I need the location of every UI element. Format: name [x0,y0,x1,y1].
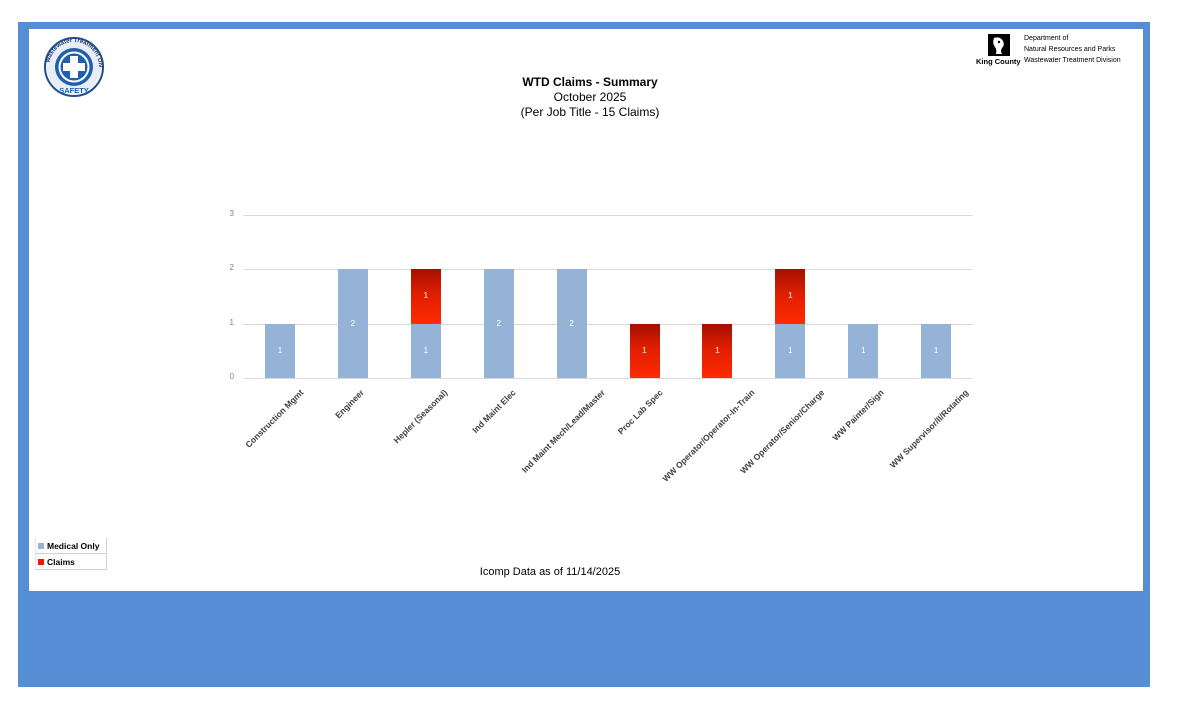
safety-cross-icon: Wastewater Treatment Division SAFETY [38,32,104,97]
bar-medical-only[interactable]: 1 [848,323,879,378]
dept-line-1: Department of [1024,35,1069,42]
bar-value-label: 2 [496,318,501,328]
bar-value-label: 2 [569,318,574,328]
safety-logo: Wastewater Treatment Division SAFETY [38,32,108,98]
bar-value-label: 1 [860,345,866,355]
legend-swatch-medical-only [38,542,44,549]
chart-subtitle: October 2025 [553,90,627,104]
bar-claims[interactable]: 1 [629,323,660,378]
gridline [243,214,973,216]
y-axis-tick-label: 0 [229,372,234,381]
data-as-of-note: Icomp Data as of 11/14/2025 [479,566,621,578]
king-county-name: King County [976,57,1021,66]
y-axis-tick-label: 3 [229,208,234,218]
dept-line-3: Wastewater Treatment Division [1024,57,1121,64]
bar-value-label: 1 [642,345,647,355]
gridline [243,378,973,379]
bar-medical-only[interactable]: 1 [265,323,295,378]
bar-medical-only[interactable]: 1 [410,323,441,378]
bar-value-label: 1 [423,345,429,355]
bar-claims[interactable]: 1 [410,269,441,324]
bar-value-label: 1 [933,345,939,355]
chart-title: WTD Claims - Summary [522,75,658,89]
legend-item-medical-only: Medical Only [36,538,106,554]
legend-label: Medical Only [47,540,100,551]
bar-medical-only[interactable]: 2 [337,269,368,378]
bar-medical-only[interactable]: 1 [921,323,952,378]
gridline [243,269,973,271]
chart-title-block: WTD Claims - Summary October 2025 (Per J… [440,75,740,120]
bar-medical-only[interactable]: 1 [775,323,806,378]
chart-legend: Medical Only Claims [35,538,107,570]
bar-value-label: 1 [788,291,793,301]
svg-text:SAFETY: SAFETY [59,86,89,95]
y-axis-tick-label: 2 [229,263,234,273]
bar-value-label: 1 [423,291,429,301]
y-axis-tick-label: 1 [229,317,234,327]
bar-medical-only[interactable]: 2 [556,269,587,378]
bar-claims[interactable]: 1 [775,269,806,324]
gridline [243,323,973,325]
legend-label: Claims [47,556,75,567]
bar-claims[interactable]: 1 [702,323,733,378]
bar-value-label: 1 [715,345,720,355]
bar-value-label: 1 [277,345,283,355]
chart-subtitle-2: (Per Job Title - 15 Claims) [520,105,660,119]
bar-value-label: 2 [350,318,356,328]
king-county-logo: King County Department of Natural Resour… [976,33,1144,69]
legend-item-claims: Claims [36,554,106,570]
legend-swatch-claims [38,558,44,565]
dept-line-2: Natural Resources and Parks [1024,46,1116,53]
bar-value-label: 1 [788,345,793,355]
king-county-logo-icon [988,34,1010,56]
bar-medical-only[interactable]: 2 [483,269,514,378]
